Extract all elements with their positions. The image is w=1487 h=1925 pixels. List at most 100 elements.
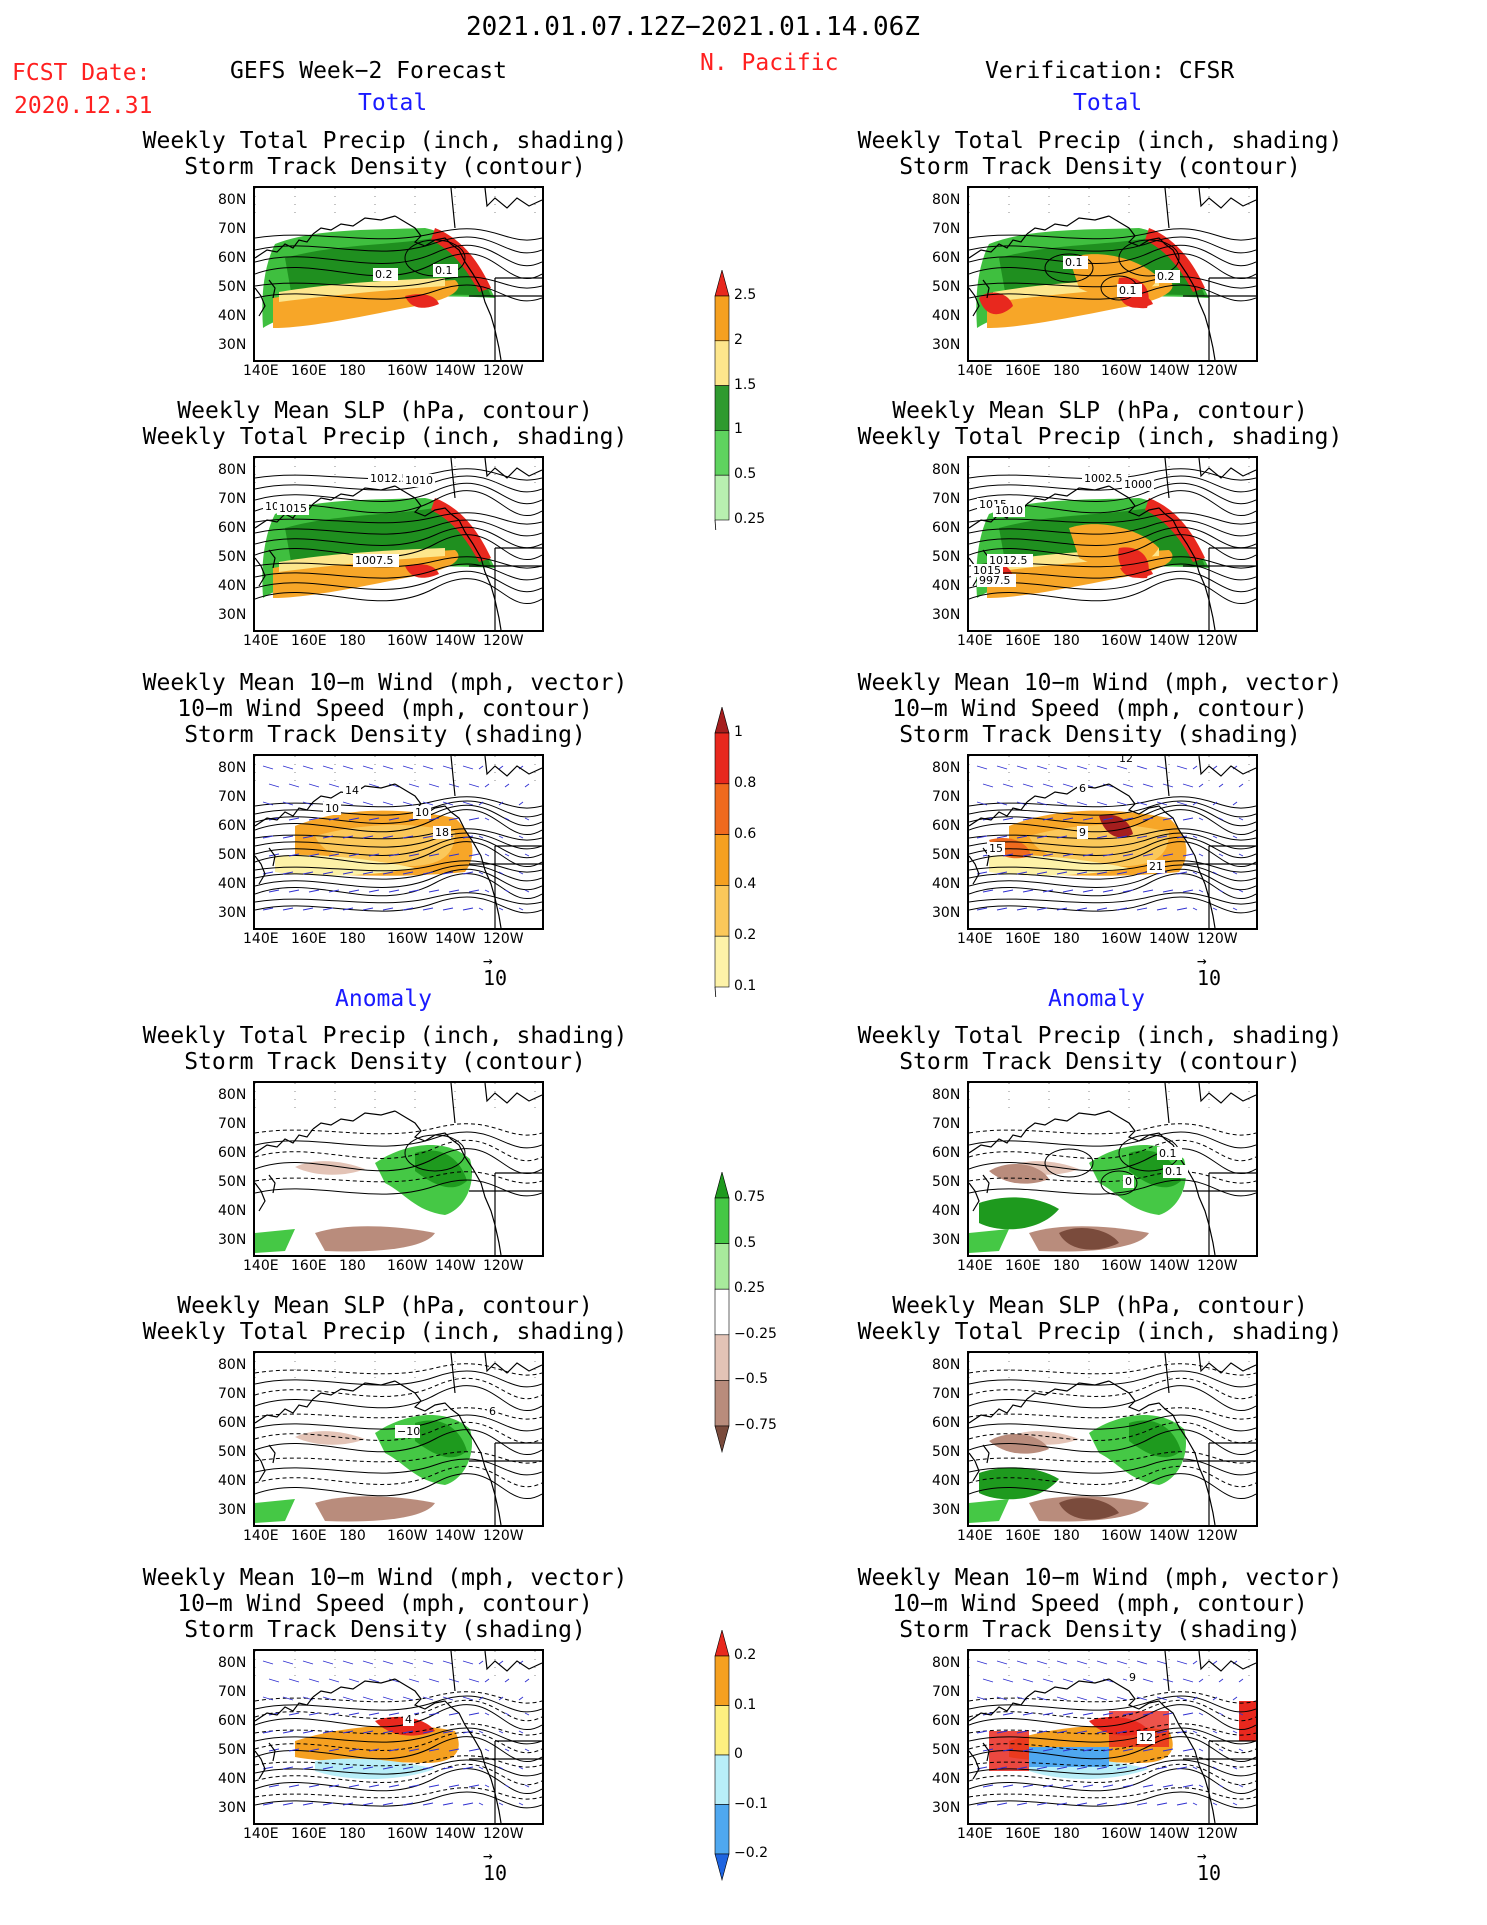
colorbar-open-end	[714, 519, 717, 530]
panel-2-right-contour-label: 1002.5	[1082, 472, 1128, 485]
panel-1-right-lat-label: 60N	[932, 250, 961, 266]
panel-3-left-contour-label: 10	[323, 802, 341, 815]
panel-6-right-title-line-1: Weekly Mean 10−m Wind (mph, vector)	[857, 1565, 1343, 1591]
panel-6-left-map: 4	[253, 1649, 544, 1825]
svg-text:0.1: 0.1	[1065, 256, 1083, 269]
panel-5-left-lat-label: 80N	[218, 1357, 247, 1373]
panel-4-right-lon-label: 180	[1053, 1258, 1080, 1274]
panel-3-right-vector-reference: → 10	[1197, 951, 1222, 991]
panel-6-left-lat-label: 80N	[218, 1655, 247, 1671]
panel-5-right-title-line-1: Weekly Mean SLP (hPa, contour)	[892, 1293, 1308, 1319]
colorbar-segment	[714, 732, 730, 785]
panel-4-left-lat-label: 60N	[218, 1145, 247, 1161]
panel-6-right-contour-label: 9	[1127, 1671, 1138, 1684]
panel-2-right-lat-label: 60N	[932, 520, 961, 536]
panel-1-right-lon-label: 120W	[1197, 363, 1238, 379]
panel-5-right-lon-label: 140W	[1149, 1528, 1190, 1544]
panel-2-right-contour-label: 1012.5	[987, 554, 1033, 567]
panel-2-right-title-line-2: Weekly Total Precip (inch, shading)	[857, 424, 1343, 450]
panel-1-left-lon-label: 140E	[243, 363, 279, 379]
colorbar-precip_total-label: 1	[734, 421, 743, 438]
panel-2-left-lat-label: 30N	[218, 607, 247, 623]
panel-3-left-lon-label: 140W	[435, 931, 476, 947]
panel-3-right-lat-label: 40N	[932, 876, 961, 892]
svg-text:1010: 1010	[405, 474, 433, 487]
svg-text:4: 4	[405, 1713, 412, 1726]
panel-3-right-contour-label: 9	[1077, 826, 1088, 839]
colorbar-segment	[714, 1705, 730, 1756]
colorbar-precip_anom-label: 0.25	[734, 1280, 766, 1297]
panel-3-right-contour-label: 12	[1117, 756, 1135, 765]
panel-3-left-contour-label: 14	[343, 784, 361, 797]
panel-2-right-lon-label: 180	[1053, 633, 1080, 649]
panel-1-right-lon-label: 140W	[1149, 363, 1190, 379]
panel-4-left-lon-label: 160E	[291, 1258, 327, 1274]
panel-2-right-contour-label: 997.5	[977, 574, 1016, 587]
section-total-left: Total	[358, 90, 428, 116]
panel-6-right-lat-label: 40N	[932, 1771, 961, 1787]
panel-6-right-lon-label: 120W	[1197, 1826, 1238, 1842]
panel-5-left-lon-label: 160E	[291, 1528, 327, 1544]
panel-6-left-title-line-1: Weekly Mean 10−m Wind (mph, vector)	[142, 1565, 628, 1591]
colorbar-precip_anom-label: 0.5	[734, 1234, 757, 1251]
panel-3-left-lat-label: 80N	[218, 760, 247, 776]
colorbar-segment	[714, 1425, 730, 1454]
panel-5-right-title-line-2: Weekly Total Precip (inch, shading)	[857, 1319, 1343, 1345]
panel-5-right-lon-label: 180	[1053, 1528, 1080, 1544]
panel-3-left-lat-label: 50N	[218, 847, 247, 863]
panel-2-left-lon-label: 160E	[291, 633, 327, 649]
panel-5-left-lat-label: 70N	[218, 1386, 247, 1402]
colorbar-segment	[714, 1243, 730, 1290]
panel-4-right-lat-label: 70N	[932, 1116, 961, 1132]
panel-2-left-lat-label: 40N	[218, 578, 247, 594]
svg-text:1000: 1000	[1124, 478, 1152, 491]
svg-text:15: 15	[989, 842, 1003, 855]
colorbar-segment	[714, 1804, 730, 1855]
colorbar-segment	[714, 474, 730, 521]
svg-text:0.1: 0.1	[435, 264, 453, 277]
panel-2-right-lon-label: 160E	[1005, 633, 1041, 649]
colorbar-segment	[714, 340, 730, 386]
panel-5-left-lat-label: 50N	[218, 1444, 247, 1460]
panel-4-right-lat-label: 50N	[932, 1174, 961, 1190]
colorbar-segment	[714, 885, 730, 937]
panel-6-right-lon-label: 180	[1053, 1826, 1080, 1842]
panel-3-right-title-line-3: Storm Track Density (shading)	[899, 722, 1301, 748]
colorbar-segment	[714, 707, 730, 734]
colorbar-storm_total-label: 0.2	[734, 927, 757, 944]
colorbar-storm_total-label: 0.6	[734, 825, 757, 842]
panel-5-left-lon-label: 140E	[243, 1528, 279, 1544]
panel-4-right-lat-label: 80N	[932, 1087, 961, 1103]
colorbar-precip_anom-label: −0.75	[734, 1417, 777, 1433]
panel-6-right-lat-label: 30N	[932, 1800, 961, 1816]
panel-3-right-map: 12 6 9 15 21	[967, 754, 1258, 930]
colorbar-storm_total-label: 1	[734, 724, 743, 740]
panel-5-left-title-line-2: Weekly Total Precip (inch, shading)	[142, 1319, 628, 1345]
panel-6-right-title-line-3: Storm Track Density (shading)	[899, 1617, 1301, 1643]
svg-text:12: 12	[1119, 756, 1133, 765]
panel-3-right-lon-label: 160E	[1005, 931, 1041, 947]
panel-6-left-lat-label: 60N	[218, 1713, 247, 1729]
panel-6-left-lat-label: 50N	[218, 1742, 247, 1758]
panel-5-left-contour-label: −10	[395, 1425, 420, 1438]
panel-4-right-lon-label: 140W	[1149, 1258, 1190, 1274]
panel-4-right-lat-label: 30N	[932, 1232, 961, 1248]
panel-6-right-lat-label: 80N	[932, 1655, 961, 1671]
panel-2-right-lat-label: 50N	[932, 549, 961, 565]
svg-text:1002.5: 1002.5	[1084, 472, 1123, 485]
panel-4-right-lon-label: 160W	[1101, 1258, 1142, 1274]
panel-4-left-title-line-1: Weekly Total Precip (inch, shading)	[142, 1023, 628, 1049]
panel-6-right-title-line-2: 10−m Wind Speed (mph, contour)	[892, 1591, 1308, 1617]
panel-5-left-title-line-1: Weekly Mean SLP (hPa, contour)	[177, 1293, 593, 1319]
panel-3-right-contour-label: 6	[1077, 782, 1088, 795]
svg-text:997.5: 997.5	[979, 574, 1011, 587]
panel-1-right-lon-label: 140E	[957, 363, 993, 379]
panel-5-right-map	[967, 1351, 1258, 1527]
panel-1-right-contour-label: 0.2	[1155, 270, 1180, 283]
colorbar-segment	[714, 1754, 730, 1805]
date-range: 2021.01.07.12Z−2021.01.14.06Z	[466, 12, 920, 42]
panel-5-left-lon-label: 180	[339, 1528, 366, 1544]
panel-6-left-vector-reference: → 10	[483, 1846, 508, 1886]
panel-3-left-title-line-1: Weekly Mean 10−m Wind (mph, vector)	[142, 670, 628, 696]
region-label: N. Pacific	[700, 50, 839, 76]
